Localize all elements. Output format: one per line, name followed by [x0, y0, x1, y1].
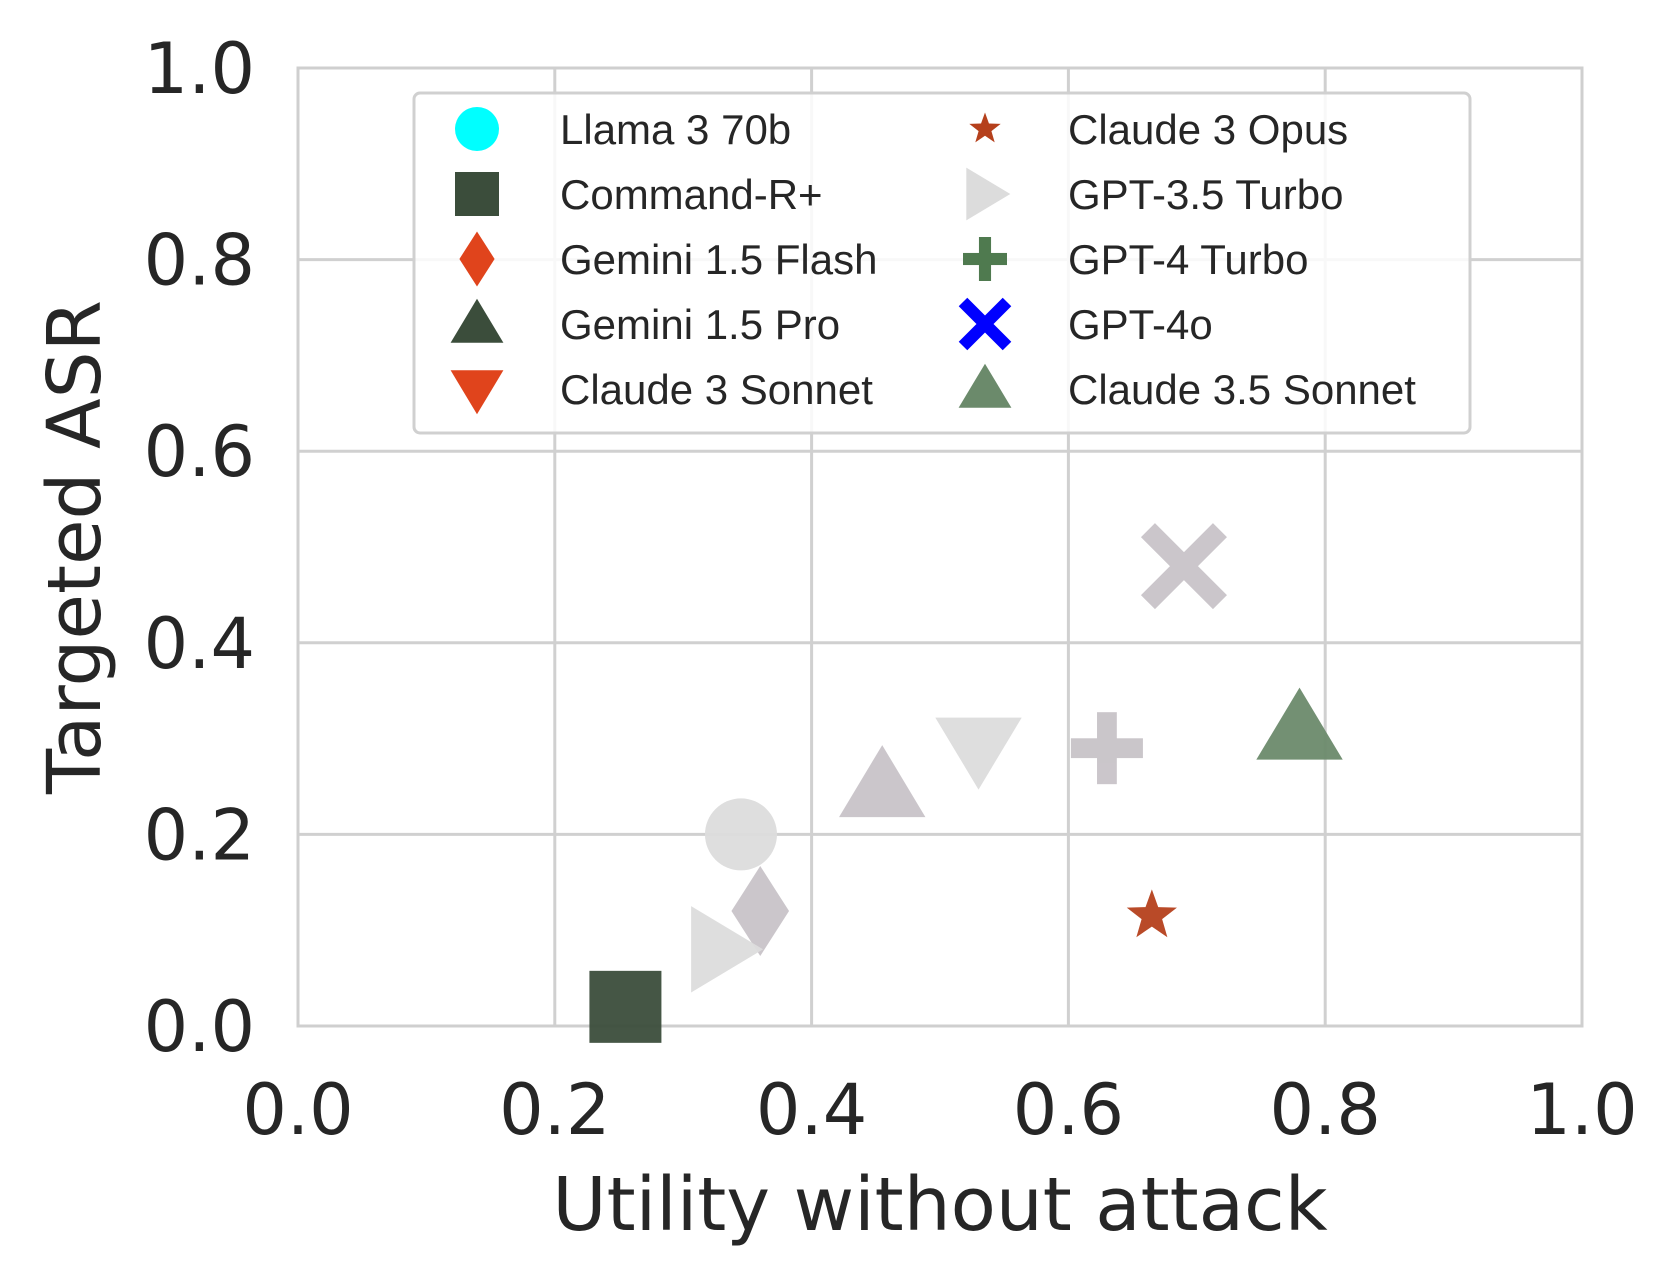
legend-marker-circle [455, 107, 499, 151]
y-axis-label: Targeted ASR [32, 300, 118, 795]
y-tick-label: 0.8 [144, 220, 255, 302]
point-claude-3-5-sonnet [1256, 687, 1343, 760]
point-claude-3-sonnet [935, 717, 1022, 790]
legend-label: Claude 3.5 Sonnet [1068, 366, 1416, 413]
plot-frame [296, 66, 1584, 1028]
point-gemini-1-5-flash [731, 866, 790, 957]
legend-label: GPT-4 Turbo [1068, 236, 1308, 283]
legend-marker-triangle-down [450, 370, 504, 415]
legend-marker-diamond [459, 231, 495, 287]
x-tick-label: 0.6 [1013, 1069, 1124, 1151]
point-gemini-1-5-pro [839, 745, 926, 818]
x-tick-label: 1.0 [1526, 1069, 1637, 1151]
x-axis-label: Utility without attack [552, 1162, 1327, 1248]
point-llama-3-70b [704, 798, 777, 871]
legend-marker-x [958, 297, 1012, 351]
legend-label: Claude 3 Opus [1068, 106, 1348, 153]
legend-label: Llama 3 70b [560, 106, 791, 153]
data-points [589, 523, 1343, 1043]
point-gpt-3-5-turbo [691, 906, 764, 993]
legend-marker-triangle-up [958, 363, 1012, 408]
legend-marker-plus [963, 237, 1007, 281]
y-tick-label: 0.4 [144, 603, 255, 685]
legend-label: GPT-3.5 Turbo [1068, 171, 1343, 218]
x-tick-label: 0.4 [756, 1069, 867, 1151]
legend-label: Command-R+ [560, 171, 823, 218]
point-command-r- [589, 970, 662, 1043]
x-tick-label: 0.2 [499, 1069, 610, 1151]
point-claude-3-opus [1126, 889, 1177, 938]
point-gpt-4o [1140, 523, 1227, 610]
x-tick-label: 0.8 [1270, 1069, 1381, 1151]
legend-marker-square [455, 172, 499, 216]
x-tick-label: 0.0 [242, 1069, 353, 1151]
legend-label: Gemini 1.5 Flash [560, 236, 877, 283]
legend-label: Claude 3 Sonnet [560, 366, 873, 413]
legend-marker-triangle-up [450, 298, 504, 343]
legend: Llama 3 70b Command-R+ Gemini 1.5 Flash Gem… [412, 91, 1472, 435]
point-gpt-4-turbo [1070, 712, 1143, 785]
legend-label: GPT-4o [1068, 301, 1213, 348]
y-tick-label: 0.2 [144, 794, 255, 876]
y-tick-label: 0.0 [144, 986, 255, 1068]
legend-label: Gemini 1.5 Pro [560, 301, 840, 348]
legend-marker-star [969, 112, 1001, 143]
axis-ticks: 0.0 0.2 0.4 0.6 0.8 1.0 0.0 0.2 0.4 0.6 0.8 1.0 [144, 28, 1638, 1151]
legend-marker-triangle-right [966, 167, 1011, 221]
y-tick-label: 1.0 [144, 28, 255, 110]
y-tick-label: 0.6 [144, 411, 255, 493]
legend-box [412, 91, 1472, 435]
